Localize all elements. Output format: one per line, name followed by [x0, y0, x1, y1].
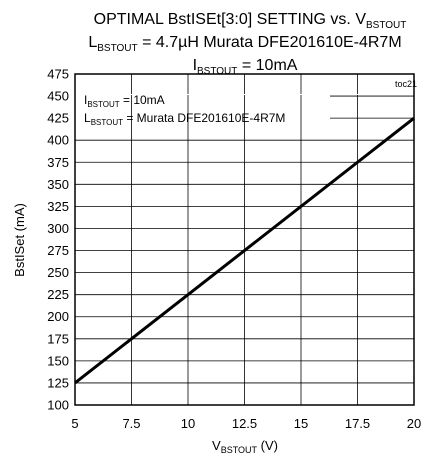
series-layer	[74, 116, 415, 385]
plot-frame	[74, 73, 415, 406]
grid	[75, 74, 414, 405]
y-tick-label: 125	[47, 375, 69, 390]
x-tick-label: 7.5	[122, 416, 140, 431]
y-axis-label: BstISet (mA)	[12, 203, 27, 277]
series-line	[74, 116, 415, 385]
y-tick-label: 225	[47, 287, 69, 302]
x-tick-label: 5	[71, 416, 78, 431]
y-tick-label: 400	[47, 133, 69, 148]
y-tick-label: 150	[47, 353, 69, 368]
legend-top-mask	[75, 94, 414, 95]
tick-labels: 5 7.5 10 12.5 15 17.5 20 475 450 425 400 375 350 325 3…	[47, 67, 421, 432]
y-tick-label: 100	[47, 398, 69, 413]
y-tick-label: 175	[47, 331, 69, 346]
x-tick-label: 15	[294, 416, 308, 431]
x-tick-label: 12.5	[232, 416, 257, 431]
y-tick-label: 475	[47, 67, 69, 82]
y-tick-label: 450	[47, 89, 69, 104]
y-tick-label: 200	[47, 309, 69, 324]
chart-title-line2: LBSTOUT = 4.7µH Murata DFE201610E-4R7M	[88, 34, 401, 54]
y-tick-label: 425	[47, 111, 69, 126]
y-tick-label: 275	[47, 243, 69, 258]
y-tick-label: 375	[47, 155, 69, 170]
figure-tag: toc21	[395, 79, 417, 89]
annotation-current: IBSTOUT = 10mA	[84, 93, 165, 109]
chart-title-line1: OPTIMAL BstISEt[3:0] SETTING vs. VBSTOUT	[94, 11, 407, 31]
y-tick-label: 325	[47, 199, 69, 214]
x-tick-label: 20	[407, 416, 421, 431]
y-tick-label: 250	[47, 265, 69, 280]
chart-title-line3: IBSTOUT = 10mA	[193, 57, 298, 77]
x-tick-label: 10	[181, 416, 195, 431]
x-axis-label: VBSTOUT (V)	[212, 438, 278, 455]
x-tick-label: 17.5	[345, 416, 370, 431]
y-tick-label: 350	[47, 177, 69, 192]
annotation-inductor: LBSTOUT = Murata DFE201610E-4R7M	[84, 111, 285, 127]
y-tick-label: 300	[47, 221, 69, 236]
